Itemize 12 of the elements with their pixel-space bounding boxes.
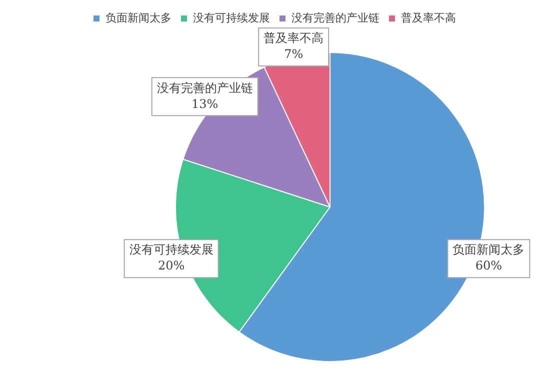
slice-label: 普及率不高 <box>264 31 324 46</box>
slice-label: 没有完善的产业链 <box>156 80 253 95</box>
data-label: 20% <box>158 258 185 273</box>
legend-label: 没有完善的产业链 <box>292 11 380 24</box>
slice-label: 负面新闻太多 <box>452 242 525 257</box>
slice-label: 没有可持续发展 <box>129 242 214 257</box>
legend-label: 没有可持续发展 <box>193 11 270 24</box>
data-label: 7% <box>284 47 304 62</box>
data-label: 13% <box>192 96 218 111</box>
legend-label: 普及率不高 <box>401 11 456 24</box>
data-label: 60% <box>475 258 502 273</box>
legend-label: 负面新闻太多 <box>106 11 172 24</box>
